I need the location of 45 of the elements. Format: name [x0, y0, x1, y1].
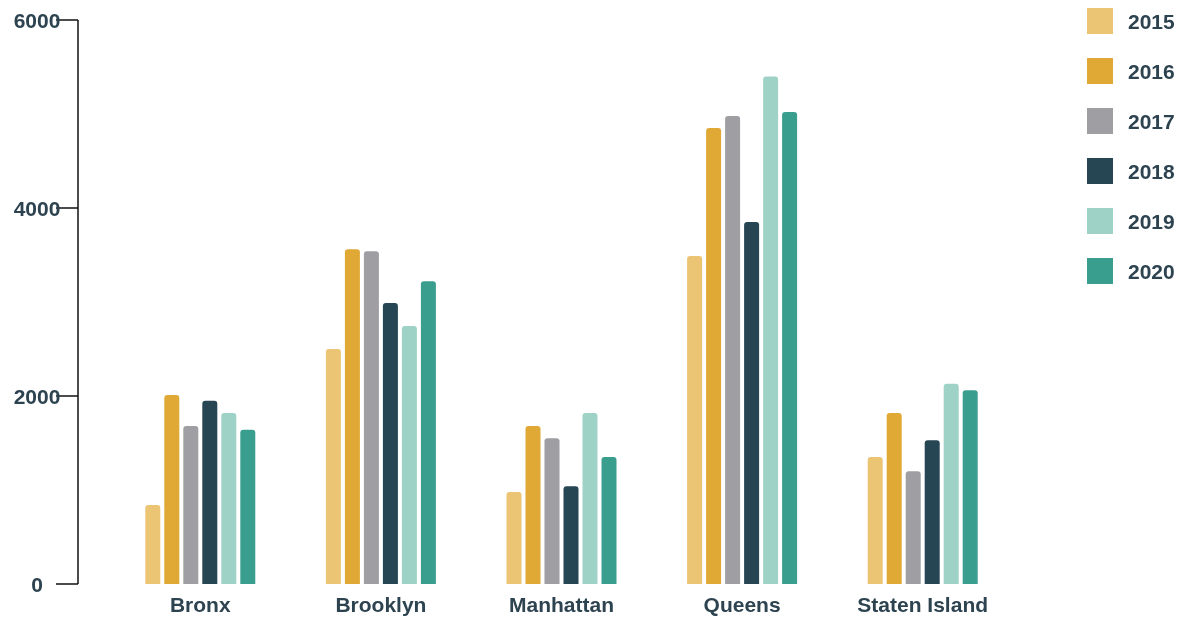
bar [325, 349, 341, 584]
bar [924, 440, 940, 584]
bar [544, 438, 560, 584]
bar [164, 395, 180, 584]
bar [744, 222, 760, 584]
bar [962, 390, 978, 584]
bar [202, 400, 218, 584]
bar [582, 412, 598, 584]
bar [943, 383, 959, 584]
bar [363, 251, 379, 584]
y-tick-label: 0 [31, 572, 43, 596]
bar [886, 412, 902, 584]
x-tick-label: Manhattan [509, 593, 614, 616]
x-tick-label: Brooklyn [335, 593, 427, 616]
x-tick-label: Queens [703, 593, 781, 616]
bar [867, 457, 883, 584]
bar [382, 302, 398, 584]
legend-label: 2018 [1128, 159, 1176, 183]
y-tick-label: 6000 [13, 8, 61, 32]
bar [401, 325, 417, 584]
x-tick-label: Staten Island [857, 593, 989, 616]
legend-label: 2016 [1128, 59, 1175, 83]
legend-label: 2020 [1128, 259, 1175, 283]
bar [687, 255, 703, 584]
y-tick-label: 2000 [13, 384, 61, 408]
bar [420, 281, 436, 584]
bar [905, 471, 921, 584]
bar [525, 426, 541, 584]
bar [506, 491, 522, 584]
bar [706, 128, 722, 584]
bar [725, 115, 741, 584]
y-tick-label: 4000 [13, 196, 61, 220]
legend-label: 2015 [1128, 9, 1176, 33]
bar [782, 112, 798, 584]
bar [563, 486, 579, 584]
legend-label: 2017 [1128, 109, 1175, 133]
bar [145, 505, 161, 584]
bar [183, 426, 199, 584]
bar [763, 76, 779, 584]
x-tick-label: Bronx [169, 593, 231, 616]
bar [344, 249, 360, 584]
legend-label: 2019 [1128, 209, 1175, 233]
bar [601, 457, 617, 584]
bar [240, 429, 256, 584]
bar [221, 412, 237, 584]
